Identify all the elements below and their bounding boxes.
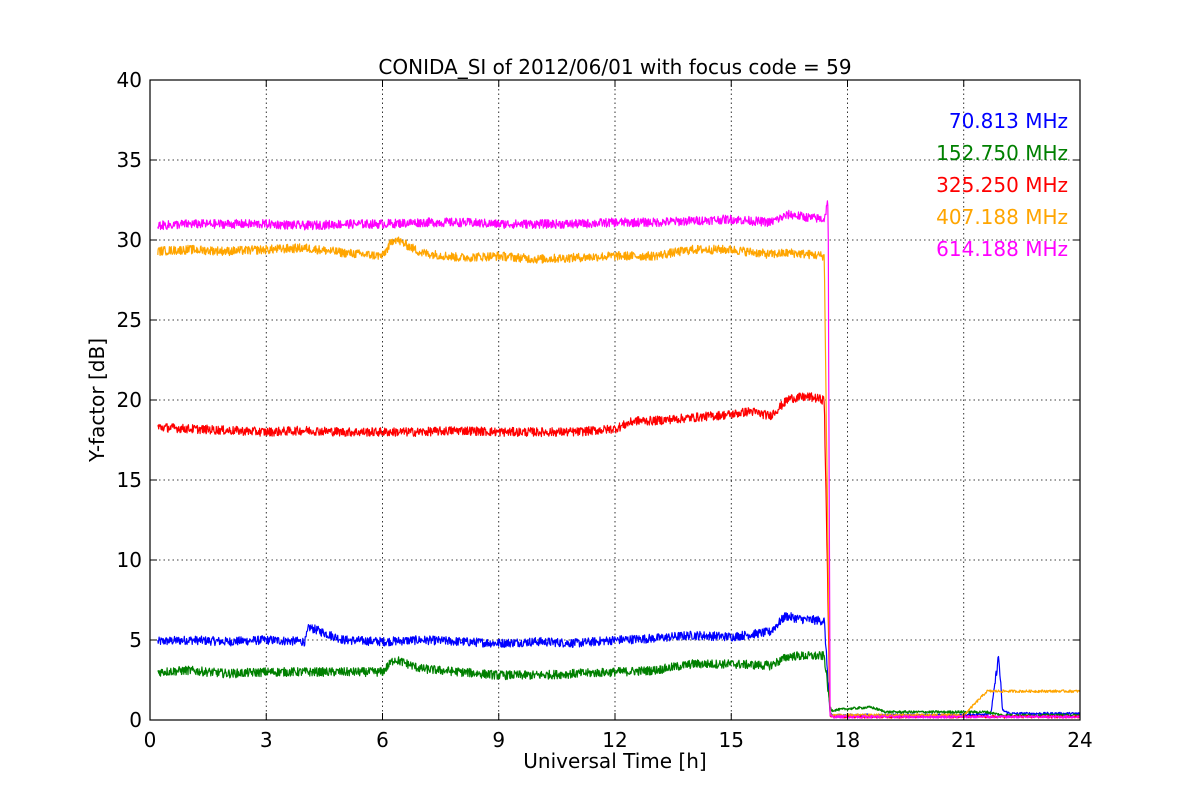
series-layer <box>157 200 1081 719</box>
y-tick-label: 20 <box>117 388 142 412</box>
legend-entry: 70.813 MHz <box>949 109 1068 133</box>
grid <box>150 80 1080 720</box>
x-tick-label: 15 <box>719 728 744 752</box>
axis-ticks <box>149 79 1081 721</box>
x-tick-label: 24 <box>1067 728 1092 752</box>
series-line-1 <box>157 651 1081 718</box>
legend-entry: 407.188 MHz <box>936 205 1068 229</box>
y-tick-label: 5 <box>129 628 142 652</box>
x-tick-label: 3 <box>260 728 273 752</box>
y-tick-label: 25 <box>117 308 142 332</box>
legend: 70.813 MHz 152.750 MHz 325.250 MHz 407.188 … <box>936 109 1068 261</box>
x-tick-label: 9 <box>492 728 505 752</box>
x-tick-label: 21 <box>951 728 976 752</box>
x-tick-label: 6 <box>376 728 389 752</box>
series-line-0 <box>157 612 1081 718</box>
series-line-3 <box>157 236 1081 718</box>
y-tick-label: 40 <box>117 68 142 92</box>
legend-entry: 152.750 MHz <box>936 141 1068 165</box>
legend-entry: 614.188 MHz <box>936 237 1068 261</box>
y-tick-label: 35 <box>117 148 142 172</box>
legend-entry: 325.250 MHz <box>936 173 1068 197</box>
x-tick-label: 18 <box>835 728 860 752</box>
x-tick-label: 12 <box>602 728 627 752</box>
series-line-4 <box>157 200 1081 719</box>
x-axis-label: Universal Time [h] <box>523 749 706 773</box>
y-tick-labels: 0 5 10 15 20 25 30 35 40 <box>117 68 142 732</box>
y-tick-label: 15 <box>117 468 142 492</box>
x-tick-labels: 0 3 6 9 12 15 18 21 24 <box>144 728 1093 752</box>
chart-title: CONIDA_SI of 2012/06/01 with focus code … <box>378 55 851 79</box>
y-tick-label: 30 <box>117 228 142 252</box>
y-axis-label: Y-factor [dB] <box>85 338 109 463</box>
y-tick-label: 10 <box>117 548 142 572</box>
y-tick-label: 0 <box>129 708 142 732</box>
x-tick-label: 0 <box>144 728 157 752</box>
